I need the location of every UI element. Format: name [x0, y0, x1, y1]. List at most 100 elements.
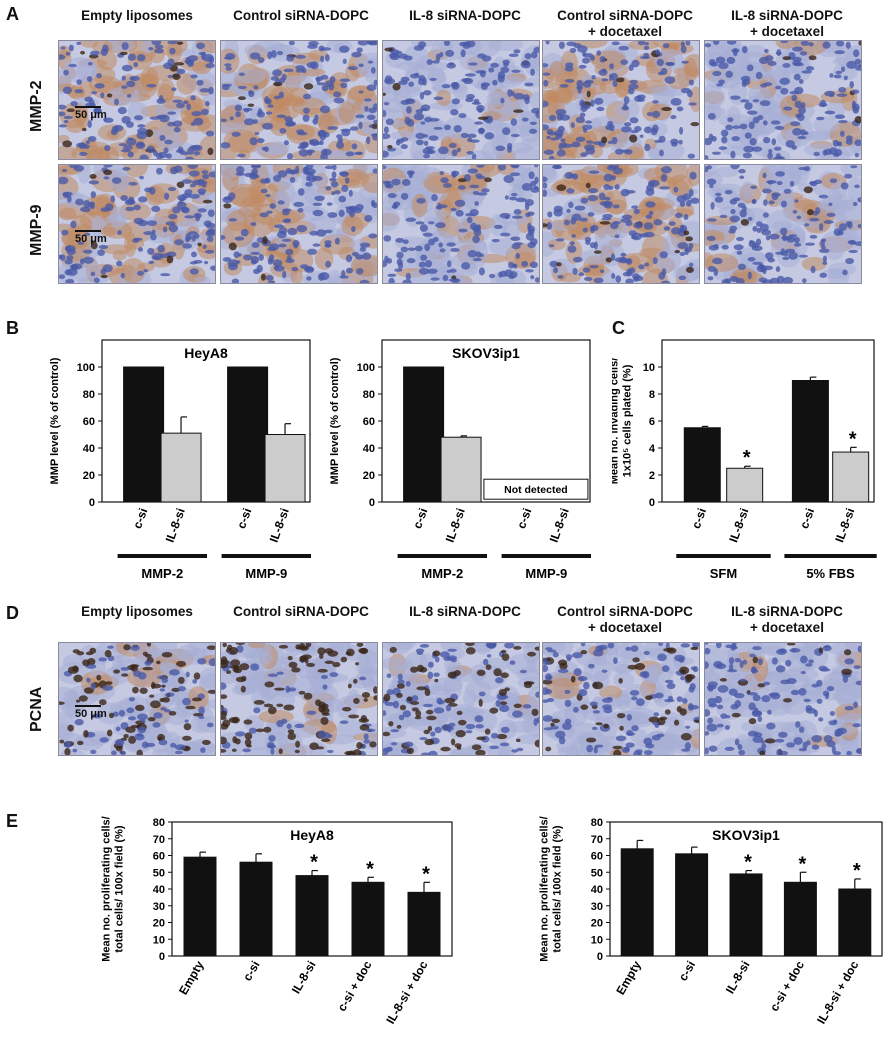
panel-label-e: E	[6, 811, 19, 831]
chart-b-skov3ip1: SKOV3ip1 0 20 40 60 80 100 MMP level (% of cont…	[329, 339, 592, 581]
panel-a-column-label-4: Control siRNA-DOPC + docetaxel	[557, 8, 693, 39]
b1-category-label-4: IL-8-si	[267, 506, 292, 544]
row-label-mmp2: MMP-2	[28, 80, 45, 132]
e2-title: SKOV3ip1	[712, 827, 780, 843]
b2-ytick-label-3: 60	[363, 416, 375, 428]
e2-category-label-5: IL-8-si + doc	[814, 958, 861, 1026]
b1-ytick-label-0: 0	[89, 497, 95, 509]
c-bar-3	[791, 380, 829, 503]
e2-significance-5: *	[853, 860, 861, 882]
micrograph-mmp-9-5	[704, 164, 862, 284]
e1-ytick-label-6: 60	[153, 851, 165, 863]
micrograph-pcna-1: 50 μm	[58, 642, 216, 756]
b2-group-label-2: MMP-9	[525, 566, 567, 581]
e1-ytick-label-5: 50	[153, 867, 165, 879]
e1-category-label-1: Empty	[176, 958, 207, 997]
b2-ylabel: MMP level (% of control)	[329, 357, 341, 484]
scale-bar: 50 μm	[75, 704, 107, 720]
panel-label-d: D	[6, 603, 19, 623]
b2-group-label-1: MMP-2	[421, 566, 463, 581]
e2-ytick-label-8: 80	[591, 817, 603, 829]
micrograph-mmp-2-5	[704, 40, 862, 160]
panel-a-column-label-5: IL-8 siRNA-DOPC + docetaxel	[731, 8, 843, 39]
c-ytick-label-5: 10	[643, 362, 655, 374]
c-group-label-1: SFM	[710, 566, 737, 581]
panel-a-column-label-3: IL-8 siRNA-DOPC	[409, 8, 521, 23]
e1-bar-5	[407, 891, 441, 957]
scale-bar: 50 μm	[75, 229, 107, 245]
e1-ylabel: Mean no. proliferating cells/total cells…	[101, 816, 126, 961]
c-ytick-label-2: 4	[649, 443, 656, 455]
e2-significance-3: *	[744, 852, 752, 874]
e1-ytick-label-4: 40	[153, 884, 165, 896]
micrograph-mmp-2-1: 50 μm	[58, 40, 216, 160]
b1-ytick-label-1: 20	[83, 470, 95, 482]
b1-ytick-label-3: 60	[83, 416, 95, 428]
panel-d-column-label-3: IL-8 siRNA-DOPC	[409, 604, 521, 619]
micrograph-pcna-5	[704, 642, 862, 756]
panel-label-a: A	[6, 4, 19, 24]
e2-bar-5	[838, 888, 872, 957]
e1-ytick-label-2: 20	[153, 918, 165, 930]
c-category-label-4: IL-8-si	[832, 506, 857, 544]
micrograph-pcna-4	[542, 642, 700, 756]
b1-ytick-label-5: 100	[77, 362, 95, 374]
micrograph-mmp-2-4	[542, 40, 700, 160]
c-category-label-2: IL-8-si	[726, 506, 751, 544]
e2-category-label-2: c-si	[676, 959, 698, 984]
c-bar-2	[726, 467, 764, 503]
e1-title: HeyA8	[290, 827, 334, 843]
row-label-pcna: PCNA	[28, 686, 45, 732]
chart-e-heya8: HeyA8 0 10 20 30 40 50 60 70 80 Mean no. prolifera…	[101, 816, 453, 1026]
e1-significance-4: *	[366, 858, 374, 880]
e2-category-label-3: IL-8-si	[723, 959, 753, 997]
row-label-mmp9: MMP-9	[28, 204, 45, 256]
e2-significance-4: *	[799, 853, 807, 875]
b2-annotation-box	[483, 478, 589, 500]
b2-category-label-1: c-si	[410, 506, 430, 530]
b2-title: SKOV3ip1	[452, 345, 520, 361]
b1-category-label-2: IL-8-si	[163, 506, 188, 544]
panel-label-c: C	[612, 318, 625, 338]
e1-bar-3	[295, 875, 329, 957]
c-bar-1	[683, 427, 721, 503]
panel-d-column-label-5: IL-8 siRNA-DOPC + docetaxel	[731, 604, 843, 635]
e2-bar-3	[729, 873, 763, 957]
b1-bar-1	[123, 366, 165, 503]
c-ytick-label-3: 6	[649, 416, 655, 428]
e2-bar-4	[783, 881, 817, 957]
e2-ytick-label-0: 0	[597, 951, 603, 963]
chart-e-skov3ip1: SKOV3ip1 0 10 20 30 40 50 60 70 80 Mean no. prolif…	[539, 816, 883, 1026]
micrograph-mmp-9-4	[542, 164, 700, 284]
e1-category-label-5: IL-8-si + doc	[383, 958, 430, 1026]
e1-bar-4	[351, 881, 385, 957]
c-group-label-2: 5% FBS	[806, 566, 855, 581]
b2-ytick-label-5: 100	[357, 362, 375, 374]
b1-ylabel: MMP level (% of control)	[49, 357, 61, 484]
e2-ytick-label-5: 50	[591, 867, 603, 879]
e1-significance-5: *	[422, 863, 430, 885]
e2-bar-1	[620, 848, 654, 957]
e1-ytick-label-8: 80	[153, 817, 165, 829]
c-significance-4: *	[849, 428, 857, 450]
b1-group-label-1: MMP-2	[141, 566, 183, 581]
b2-category-label-4: IL-8-si	[547, 506, 572, 544]
b1-title: HeyA8	[184, 345, 228, 361]
e1-ytick-label-3: 30	[153, 901, 165, 913]
e1-ytick-label-7: 70	[153, 834, 165, 846]
b2-bar-1	[403, 366, 445, 503]
micrograph-mmp-2-2	[220, 40, 378, 160]
e1-bar-2	[239, 861, 273, 957]
e2-ytick-label-6: 60	[591, 851, 603, 863]
e1-category-label-2: c-si	[240, 959, 262, 984]
e2-category-label-4: c-si + doc	[767, 958, 807, 1014]
c-significance-2: *	[743, 447, 751, 469]
b2-ytick-label-4: 80	[363, 389, 375, 401]
micrograph-pcna-2	[220, 642, 378, 756]
e2-category-label-1: Empty	[613, 958, 644, 997]
e2-ytick-label-3: 30	[591, 901, 603, 913]
e1-ytick-label-1: 10	[153, 934, 165, 946]
panel-a-column-label-1: Empty liposomes	[81, 8, 193, 23]
panel-a-column-label-2: Control siRNA-DOPC	[233, 8, 369, 23]
b1-ytick-label-2: 40	[83, 443, 95, 455]
